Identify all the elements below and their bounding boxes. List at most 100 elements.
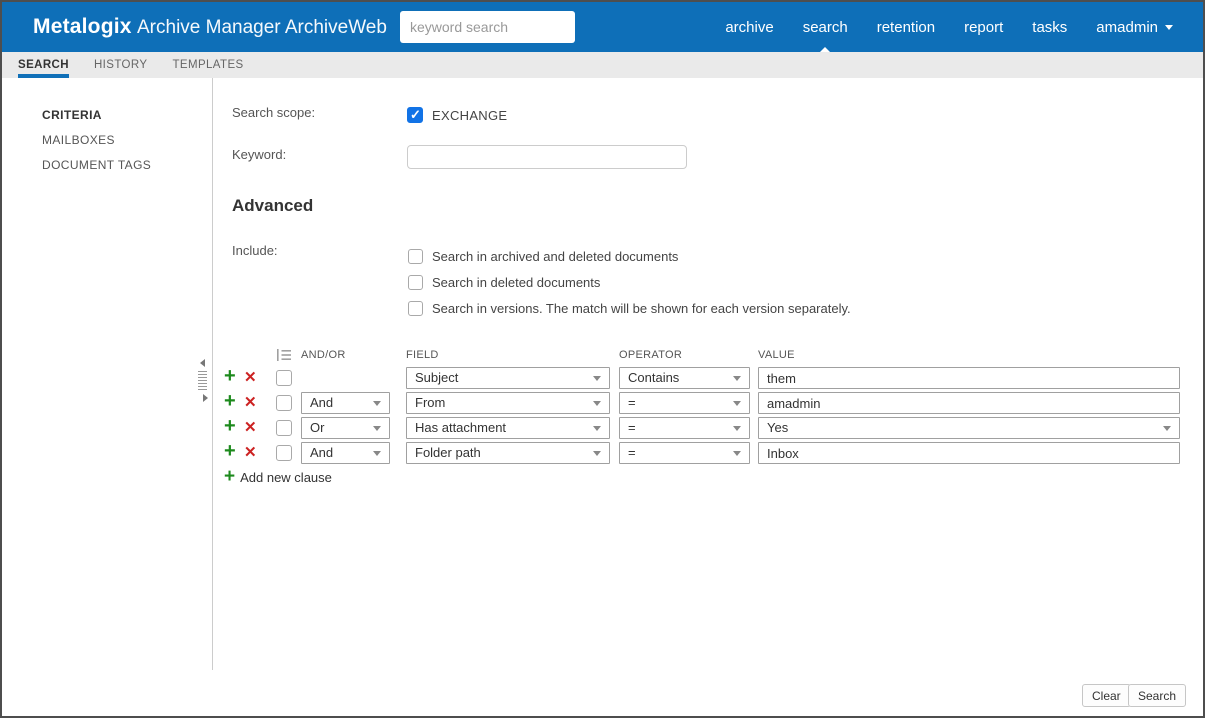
clause-header-row: AND/OR FIELD OPERATOR VALUE — [224, 347, 1180, 365]
delete-clause-row-button[interactable]: ✕ — [244, 444, 257, 461]
chevron-down-icon — [373, 401, 381, 406]
add-new-clause-label: Add new clause — [240, 469, 332, 485]
andor-select[interactable]: Or — [301, 417, 390, 439]
chevron-down-icon — [733, 401, 741, 406]
tab-templates[interactable]: TEMPLATES — [172, 59, 244, 71]
scope-checkbox[interactable] — [407, 107, 423, 123]
collapse-right-icon[interactable] — [203, 394, 208, 402]
nav-item-archive[interactable]: archive — [725, 18, 774, 36]
andor-select[interactable]: And — [301, 442, 390, 464]
chevron-down-icon — [593, 401, 601, 406]
include-checkbox[interactable] — [408, 248, 423, 264]
value-input[interactable] — [758, 392, 1180, 414]
plus-icon: + — [224, 466, 236, 487]
keyword-input[interactable] — [407, 145, 687, 169]
value-input[interactable] — [758, 367, 1180, 389]
splitter-grip-icon[interactable] — [198, 371, 207, 390]
field-select[interactable]: Folder path — [406, 442, 610, 464]
field-select[interactable]: From — [406, 392, 610, 414]
include-checkbox[interactable] — [408, 300, 423, 316]
include-option-row: Search in versions. The match will be sh… — [408, 295, 851, 321]
header-keyword-search-input[interactable] — [400, 11, 575, 43]
value-input[interactable] — [758, 442, 1180, 464]
sidebar-item-criteria[interactable]: CRITERIA — [42, 108, 102, 122]
chevron-down-icon — [733, 426, 741, 431]
operator-select[interactable]: = — [619, 392, 750, 414]
clause-row-checkbox[interactable] — [276, 370, 292, 386]
include-option-row: Search in archived and deleted documents — [408, 243, 851, 269]
add-clause-row-button[interactable]: + — [224, 415, 236, 437]
include-checkbox-label: Search in archived and deleted documents — [432, 248, 679, 264]
add-clause-row-button[interactable]: + — [224, 440, 236, 462]
tab-history[interactable]: HISTORY — [93, 59, 148, 71]
chevron-down-icon — [373, 426, 381, 431]
nav-item-search[interactable]: search — [803, 2, 848, 52]
add-clause-row-button[interactable]: + — [224, 365, 236, 387]
clause-row-checkbox[interactable] — [276, 395, 292, 411]
tab-search[interactable]: SEARCH — [18, 52, 69, 78]
nav-item-amadmin[interactable]: amadmin — [1096, 2, 1173, 52]
include-checkbox[interactable] — [408, 274, 423, 290]
operator-select[interactable]: = — [619, 417, 750, 439]
advanced-heading: Advanced — [232, 196, 314, 215]
chevron-down-icon — [1165, 24, 1173, 30]
include-checkbox-label: Search in deleted documents — [432, 274, 601, 290]
operator-select[interactable]: Contains — [619, 367, 750, 389]
chevron-down-icon — [373, 451, 381, 456]
splitter-handle[interactable] — [198, 359, 210, 415]
search-button[interactable]: Search — [1128, 684, 1187, 707]
sidebar-item-mailboxes[interactable]: MAILBOXES — [42, 133, 115, 147]
operator-select[interactable]: = — [619, 442, 750, 464]
sidebar-item-document-tags[interactable]: DOCUMENT TAGS — [42, 158, 152, 172]
tab-bar: SEARCH HISTORY TEMPLATES — [2, 52, 1203, 78]
clear-button[interactable]: Clear — [1082, 684, 1131, 707]
field-select[interactable]: Has attachment — [406, 417, 610, 439]
chevron-down-icon — [593, 451, 601, 456]
field-select[interactable]: Subject — [406, 367, 610, 389]
scope-checkbox-label: EXCHANGE — [432, 107, 508, 123]
sidebar-nav: CRITERIA MAILBOXES DOCUMENT TAGS — [42, 108, 151, 172]
chevron-down-icon — [733, 451, 741, 456]
andor-select[interactable]: And — [301, 392, 390, 414]
include-checkbox-label: Search in versions. The match will be sh… — [432, 300, 851, 316]
clause-row-checkbox[interactable] — [276, 420, 292, 436]
nav-item-tasks[interactable]: tasks — [1032, 18, 1068, 36]
select-all-icon[interactable] — [276, 347, 292, 363]
brand-logo[interactable]: Metalogix — [33, 15, 132, 38]
column-header-value: VALUE — [758, 349, 795, 361]
clause-row: + ✕ And From = — [224, 390, 1180, 415]
chevron-down-icon — [733, 376, 741, 381]
clause-row: + ✕ Or Has attachment = Yes — [224, 415, 1180, 440]
add-clause-row-button[interactable]: + — [224, 390, 236, 412]
include-label: Include: — [232, 243, 278, 258]
value-select[interactable]: Yes — [758, 417, 1180, 439]
search-scope-options: EXCHANGE — [407, 107, 507, 123]
clause-row-checkbox[interactable] — [276, 445, 292, 461]
chevron-down-icon — [593, 376, 601, 381]
add-new-clause-link[interactable]: + Add new clause — [224, 466, 332, 487]
include-option-row: Search in deleted documents — [408, 269, 851, 295]
column-header-operator: OPERATOR — [619, 349, 683, 361]
collapse-left-icon[interactable] — [200, 359, 205, 367]
include-options: Search in archived and deleted documents… — [408, 243, 851, 321]
clause-row: + ✕ Subject Contains — [224, 365, 1180, 390]
chevron-down-icon — [593, 426, 601, 431]
sidebar-divider — [212, 78, 213, 670]
column-header-andor: AND/OR — [301, 349, 346, 361]
clause-builder: AND/OR FIELD OPERATOR VALUE + ✕ Subject Con… — [224, 347, 1180, 492]
delete-clause-row-button[interactable]: ✕ — [244, 419, 257, 436]
top-nav: archive search retention report tasks amadmin — [725, 2, 1173, 52]
delete-clause-row-button[interactable]: ✕ — [244, 394, 257, 411]
clause-row: + ✕ And Folder path = — [224, 440, 1180, 465]
nav-item-report[interactable]: report — [964, 18, 1004, 36]
column-header-field: FIELD — [406, 349, 439, 361]
chevron-down-icon — [1163, 426, 1171, 431]
active-nav-indicator-icon — [820, 47, 831, 52]
nav-item-retention[interactable]: retention — [876, 18, 936, 36]
top-header: Metalogix Archive Manager ArchiveWeb arc… — [2, 2, 1203, 52]
keyword-label: Keyword: — [232, 147, 287, 162]
product-title: Archive Manager ArchiveWeb — [137, 17, 387, 38]
search-scope-label: Search scope: — [232, 105, 316, 120]
delete-clause-row-button[interactable]: ✕ — [244, 369, 257, 386]
